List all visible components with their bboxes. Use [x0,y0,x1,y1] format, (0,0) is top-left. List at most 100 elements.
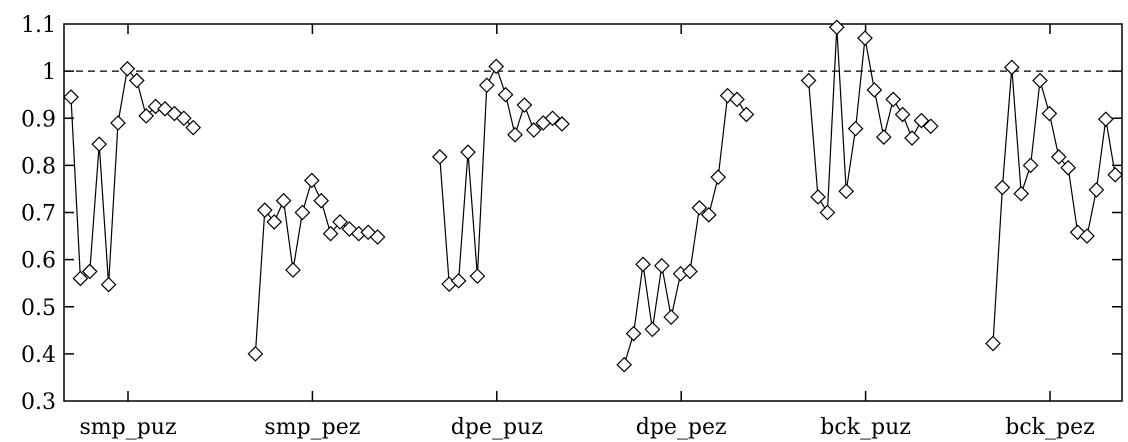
data-point-marker [275,192,292,209]
data-point-marker [175,110,192,127]
series-layer [63,19,1124,373]
data-point-marker [653,257,670,274]
y-tick-label: 1.1 [21,13,56,38]
data-point-marker [682,263,698,280]
data-point-marker [691,199,708,216]
series-line [808,27,932,215]
data-point-marker [616,356,633,373]
data-point-marker [866,82,883,98]
x-category-label: bck_pez [1005,415,1094,440]
data-point-marker [516,97,533,113]
data-point-marker [185,119,202,136]
series-line [439,64,563,285]
data-point-marker [922,118,939,135]
series-line [992,67,1116,344]
data-point-marker [322,225,339,242]
data-point-marker [819,204,836,221]
data-point-marker [525,122,542,138]
ticks-layer [64,24,1122,401]
data-point-marker [478,77,495,94]
data-point-marker [847,120,864,137]
x-category-label: dpe_puz [451,415,543,440]
data-point-marker [800,72,817,89]
y-tick-label: 0.6 [21,249,56,274]
plot-border [63,23,1123,402]
data-point-marker [904,130,920,146]
data-point-marker [266,214,283,230]
data-point-marker [994,179,1011,196]
data-point-marker [875,129,892,145]
data-point-marker [913,112,930,129]
y-tick-label: 0.5 [21,296,56,321]
data-point-marker [810,189,826,205]
data-point-marker [894,106,911,123]
data-point-marker [1032,72,1048,89]
data-point-marker [431,149,448,165]
data-point-marker [1079,228,1095,244]
data-point-marker [1107,166,1124,183]
data-point-marker [738,106,755,123]
data-point-marker [303,172,320,189]
data-point-marker [128,72,145,89]
data-point-marker [1050,149,1067,165]
data-point-marker [635,256,651,273]
data-point-marker [885,91,902,108]
data-point-marker [1022,157,1039,174]
data-point-marker [138,108,155,124]
series-bck_pez [985,59,1124,352]
data-point-marker [119,60,136,77]
data-point-marker [1097,111,1114,128]
data-point-marker [838,183,855,200]
x-category-label: smp_puz [79,415,176,440]
data-point-marker [313,192,330,209]
data-point-marker [1088,182,1105,198]
data-point-marker [72,270,89,287]
series-smp_pez [247,172,386,362]
data-point-marker [469,268,486,284]
data-point-marker [625,325,642,342]
data-point-marker [663,309,680,325]
data-point-marker [729,91,745,108]
series-dpe_pez [616,87,755,373]
series-line [254,178,378,354]
data-point-marker [332,214,348,230]
y-tick-label: 0.4 [21,343,56,368]
data-point-marker [644,321,661,338]
data-point-marker [63,89,79,105]
data-point-marker [1013,185,1030,202]
y-tick-label: 0.8 [21,154,56,179]
data-point-marker [488,58,505,75]
data-point-marker [91,136,108,153]
series-dpe_puz [431,58,570,292]
series-bck_puz [800,19,939,221]
data-point-marker [1003,59,1020,76]
data-point-marker [81,263,98,280]
x-category-label: smp_pez [264,415,360,440]
series-line [623,94,747,365]
data-point-marker [450,272,467,289]
data-point-marker [247,346,264,362]
y-tick-label: 0.9 [21,107,56,132]
data-point-marker [554,116,570,132]
y-tick-label: 0.7 [21,202,56,227]
data-point-marker [460,144,476,161]
data-point-marker [1041,105,1058,122]
x-category-label: bck_puz [820,415,911,440]
data-point-marker [369,229,386,245]
data-point-marker [985,335,1001,352]
plot-frame [63,23,1123,402]
y-tick-label: 0.3 [21,390,56,415]
data-point-marker [828,19,845,36]
data-point-marker [256,202,273,218]
data-point-marker [497,86,514,103]
data-point-marker [294,204,311,221]
data-point-marker [110,115,126,131]
data-point-marker [857,30,873,46]
data-point-marker [100,276,117,293]
x-category-label: dpe_pez [636,415,727,440]
data-point-marker [285,262,301,278]
data-point-marker [507,126,523,143]
series-line [70,67,194,285]
y-tick-label: 1 [42,60,56,85]
